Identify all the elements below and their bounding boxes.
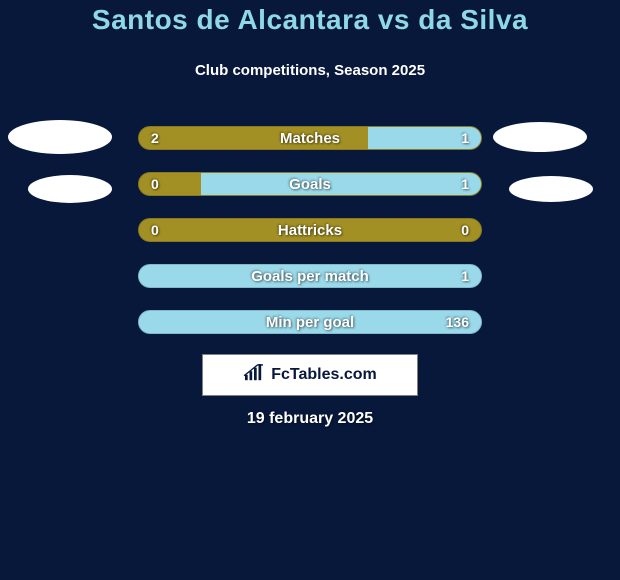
comparison-infographic: Santos de Alcantara vs da Silva Club com… xyxy=(0,0,620,580)
date-text: 19 february 2025 xyxy=(0,410,620,428)
stat-bar-right-fill xyxy=(139,265,481,287)
stat-bar-left-value: 0 xyxy=(151,173,159,195)
avatar-left-1 xyxy=(8,120,112,154)
stat-bar-right-fill xyxy=(368,127,481,149)
stat-bar-right-value: 0 xyxy=(461,219,469,241)
stat-bar-left-value: 2 xyxy=(151,127,159,149)
stat-bar-right-fill xyxy=(201,173,481,195)
stat-bar-row: 0 0Hattricks xyxy=(138,218,482,242)
source-logo-text: FcTables.com xyxy=(271,366,377,384)
stat-bar-label: Hattricks xyxy=(139,219,481,241)
page-title: Santos de Alcantara vs da Silva xyxy=(0,4,620,36)
stat-bar-left-value: 0 xyxy=(151,219,159,241)
stat-bar-row: 1Goals per match xyxy=(138,264,482,288)
stat-bar-row: 21Matches xyxy=(138,126,482,150)
avatar-right-2 xyxy=(509,176,593,202)
page-subtitle: Club competitions, Season 2025 xyxy=(0,62,620,79)
avatar-left-2 xyxy=(28,175,112,203)
source-logo-box: FcTables.com xyxy=(202,354,418,396)
stat-bars: 21Matches01Goals00Hattricks1Goals per ma… xyxy=(138,126,482,356)
stat-bar-right-fill xyxy=(139,311,481,333)
bar-chart-icon xyxy=(243,364,265,387)
stat-bar-row: 136Min per goal xyxy=(138,310,482,334)
stat-bar-row: 01Goals xyxy=(138,172,482,196)
avatar-right-1 xyxy=(493,122,587,152)
